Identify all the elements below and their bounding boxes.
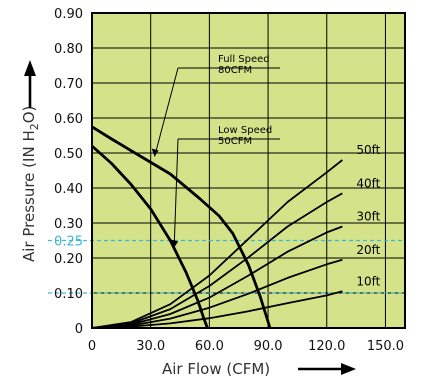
y-tick-label: 0.30 (54, 217, 83, 232)
tick-labels: 0 30.0 60.0 90.0 120.0 150.0 0 0.10 0.20 0.30 0.40… (54, 7, 404, 354)
annotation-arrowhead (171, 239, 179, 248)
system-curve (91, 258, 343, 329)
plot-border (91, 12, 406, 329)
y-tick-label: 0.90 (54, 7, 83, 22)
x-tick-label: 30.0 (136, 339, 165, 354)
fan-curve (91, 144, 209, 329)
annotation-label: 80CFM (218, 65, 252, 76)
y-tick-label: 0.40 (54, 182, 83, 197)
y-axis-arrow (24, 60, 36, 108)
y-tick-label: 0.60 (54, 112, 83, 127)
annotation-arrowhead (151, 148, 159, 157)
system-curve-label: 30ft (356, 210, 380, 224)
y-tick-label: 0 (75, 322, 83, 337)
y-axis-title: Air Pressure (IN H2O) (20, 106, 41, 262)
x-tick-label: 60.0 (195, 339, 224, 354)
x-tick-label: 0 (88, 339, 96, 354)
system-curve-label: 20ft (356, 243, 380, 257)
system-curve (91, 290, 343, 329)
y-tick-label: 0.50 (54, 147, 83, 162)
annotation-label: 50CFM (218, 136, 252, 147)
y-tick-label: 0.80 (54, 42, 83, 57)
fan-curve (91, 125, 272, 329)
system-curve (91, 192, 343, 329)
y-tick-label: 0.10 (54, 287, 83, 302)
x-axis-title: Air Flow (CFM) (162, 360, 270, 378)
x-tick-label: 150.0 (367, 339, 404, 354)
x-axis-arrow (298, 363, 356, 375)
grid-lines (92, 13, 405, 328)
x-tick-label: 120.0 (308, 339, 345, 354)
y-tick-label: 0.70 (54, 77, 83, 92)
system-curve-label: 40ft (356, 176, 380, 190)
system-curve-label: 10ft (356, 274, 380, 288)
system-curve-label: 50ft (356, 143, 380, 157)
annotation-pointer (173, 138, 179, 248)
annotation-label: Full Speed (218, 54, 270, 65)
system-curve (91, 159, 343, 329)
x-tick-label: 90.0 (254, 339, 283, 354)
annotation-pointer (154, 67, 179, 157)
curves: 10ft 20ft 30ft 40ft 50ft (91, 125, 381, 329)
annotation-label: Low Speed (218, 125, 272, 136)
system-curve (91, 225, 343, 329)
y-tick-label: 0.20 (54, 252, 83, 267)
y-tick-label-highlight: 0.25 (54, 235, 83, 250)
reference-lines (48, 239, 405, 294)
